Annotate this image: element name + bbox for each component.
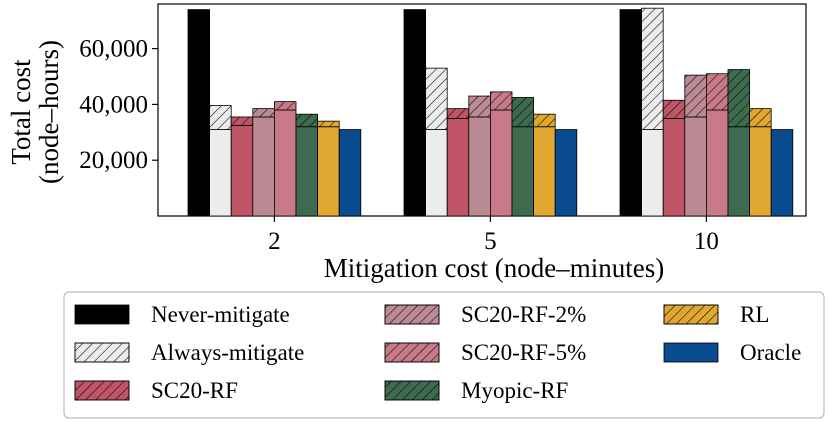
legend-swatch-hatch [663,304,719,325]
x-axis-label: Mitigation cost (node–minutes) [324,253,664,283]
bar-sc20-rf-5--10 [706,109,729,217]
legend-label-sc20-rf-5-: SC20-RF-5% [461,340,586,365]
bar-extra-hatch-sc20-rf-2--2 [252,108,275,118]
bar-extra-hatch-myopic-rf-2 [295,113,319,128]
bar-extra-hatch-always-mitigate-5 [425,67,448,130]
legend: Never-mitigate SC20-RF-2% RL Always-mitigat… [63,291,825,419]
legend-label-never-mitigate: Never-mitigate [151,302,290,327]
bar-extra-hatch-sc20-rf-10 [662,99,686,119]
bar-oracle-5 [554,129,578,217]
legend-swatch-never-mitigate [74,304,130,325]
bar-extra-hatch-sc20-rf-5--5 [489,91,513,111]
legend-label-always-mitigate: Always-mitigate [151,340,304,365]
bar-extra-hatch-sc20-rf-5--10 [706,73,729,111]
x-tick-label: 10 [694,228,719,255]
legend-label-sc20-rf: SC20-RF [151,378,238,403]
y-tick-label: 20,000 [79,147,148,174]
bar-oracle-10 [770,129,794,217]
bar-extra-hatch-rl-10 [749,108,772,128]
bar-never-mitigate-5 [403,9,427,217]
legend-swatch-hatch [74,342,130,363]
bar-rl-10 [749,126,772,217]
bar-sc20-rf-5--2 [273,109,297,217]
plot-area: 20,000 40,000 60,000 2 5 10 [79,3,807,255]
bar-extra-hatch-sc20-rf-5--2 [273,101,297,111]
bar-myopic-rf-2 [295,126,319,217]
bar-sc20-rf-10 [662,117,686,217]
legend-swatch-oracle [663,342,719,363]
bar-extra-hatch-myopic-rf-5 [511,97,535,128]
bar-rl-2 [317,126,340,217]
bar-sc20-rf-2--10 [684,116,707,217]
bar-myopic-rf-10 [727,126,751,217]
y-axis-label-line1: Total cost [6,59,36,165]
bar-extra-hatch-rl-5 [533,113,556,128]
bar-extra-hatch-myopic-rf-10 [727,69,751,128]
legend-frame [63,291,825,419]
bar-never-mitigate-2 [187,9,211,217]
bar-sc20-rf-5--5 [489,109,513,217]
bar-extra-hatch-sc20-rf-2--10 [684,74,707,118]
bar-myopic-rf-5 [511,126,535,217]
bar-always-mitigate-5 [425,129,448,217]
bar-sc20-rf-5 [446,117,470,217]
legend-swatch-hatch [384,304,440,325]
y-tick-label: 40,000 [79,91,148,118]
bar-extra-hatch-sc20-rf-2 [230,116,254,126]
legend-swatch-hatch [384,380,440,401]
legend-swatch-hatch [74,380,130,401]
y-tick-label: 60,000 [79,36,148,63]
bar-sc20-rf-2--5 [468,116,491,217]
legend-label-myopic-rf: Myopic-RF [461,378,568,403]
bar-oracle-2 [338,129,362,217]
bar-extra-hatch-always-mitigate-10 [641,7,664,130]
legend-label-sc20-rf-2-: SC20-RF-2% [461,302,586,327]
y-axis-label-line2: (node–hours) [34,40,64,184]
bar-sc20-rf-2 [230,124,254,217]
bar-sc20-rf-2--2 [252,116,275,217]
bar-extra-hatch-rl-2 [317,120,340,128]
x-tick-label: 5 [484,228,497,255]
bar-never-mitigate-10 [619,9,643,217]
bar-extra-hatch-always-mitigate-2 [209,105,232,130]
x-tick-label: 2 [268,228,281,255]
bar-rl-5 [533,126,556,217]
legend-label-rl: RL [740,302,769,327]
legend-swatch-hatch [384,342,440,363]
bar-extra-hatch-sc20-rf-5 [446,108,470,119]
bar-always-mitigate-2 [209,129,232,217]
bar-always-mitigate-10 [641,129,664,217]
legend-label-oracle: Oracle [740,340,801,365]
bar-extra-hatch-sc20-rf-2--5 [468,95,491,118]
